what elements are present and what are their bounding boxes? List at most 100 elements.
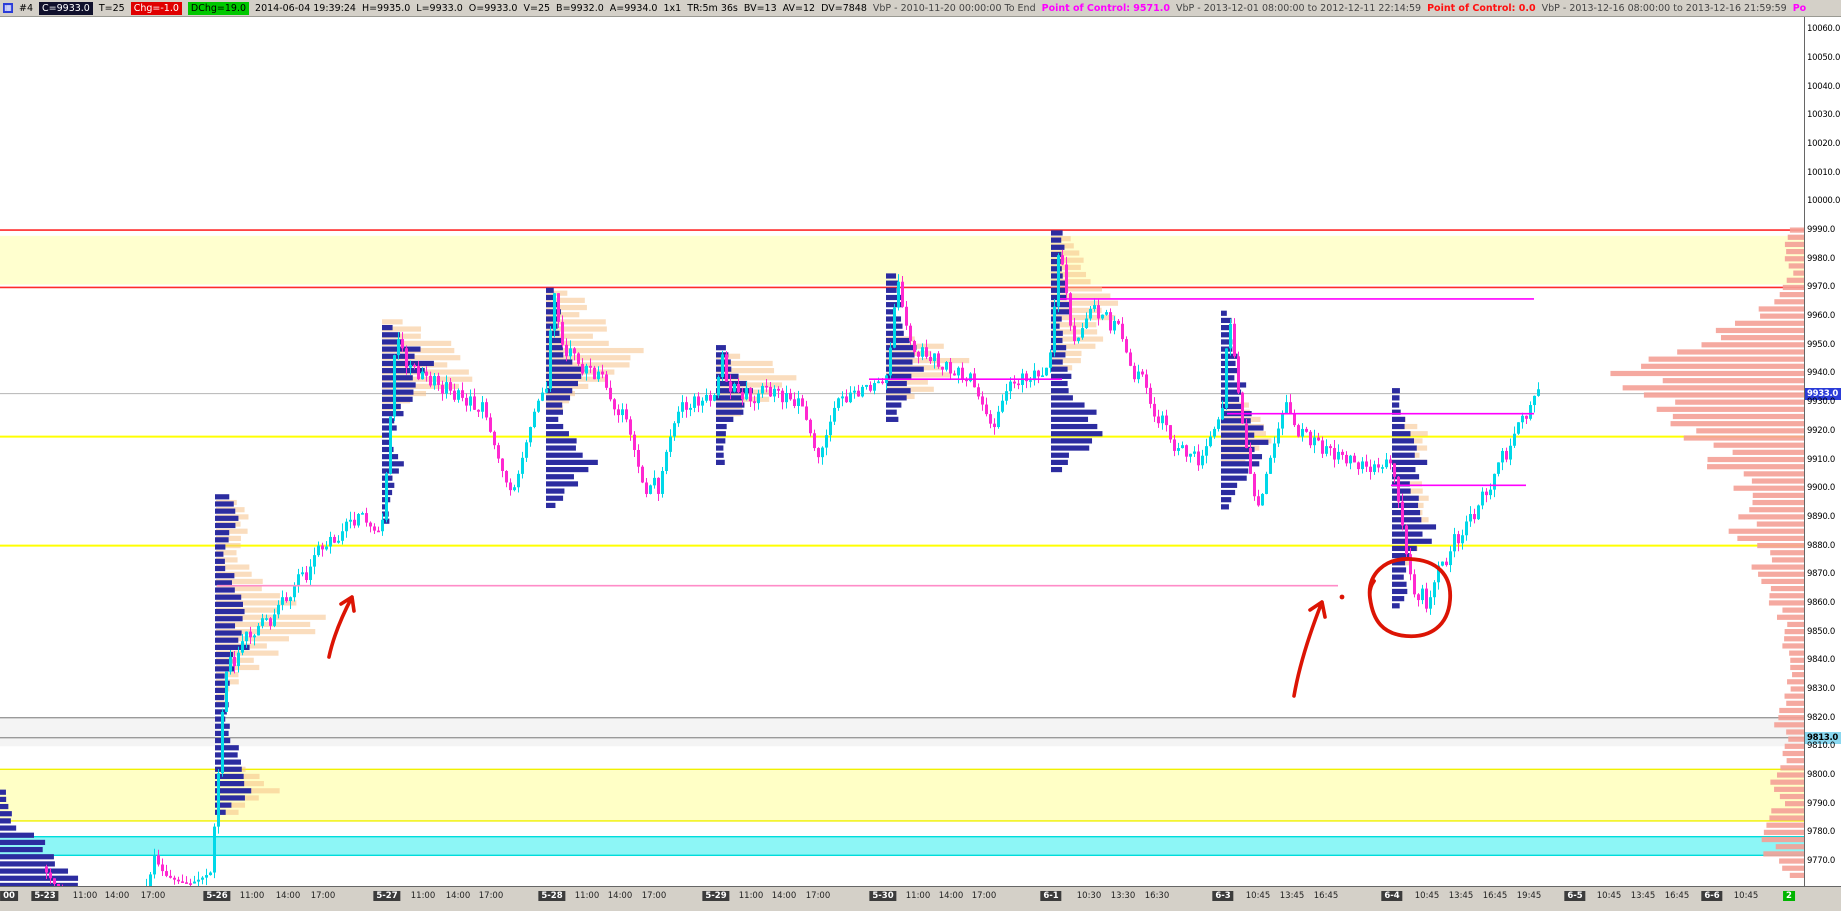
time-axis-date-label: 5-27 bbox=[373, 891, 401, 901]
price-tick: 9910.0 bbox=[1807, 454, 1835, 465]
price-tick: 9800.0 bbox=[1807, 770, 1835, 780]
status-field: O=9933.0 bbox=[468, 2, 518, 14]
status-field: TR:5m 36s bbox=[687, 2, 738, 14]
hand-arrow-right bbox=[1292, 600, 1327, 698]
last-price-badge: 9933.0 bbox=[1805, 387, 1841, 400]
price-tick: 9820.0 bbox=[1807, 712, 1835, 723]
time-axis-time-label: 11:00 bbox=[72, 891, 98, 901]
time-axis-date-label: 5-30 bbox=[869, 891, 897, 901]
price-tick: 9890.0 bbox=[1807, 511, 1835, 522]
price-tick: 10020.0 bbox=[1807, 139, 1841, 150]
price-tick: 10010.0 bbox=[1807, 167, 1841, 178]
price-tick: 9990.0 bbox=[1807, 225, 1835, 236]
status-field: V=25 bbox=[523, 2, 551, 14]
time-axis-date-label: 6-1 bbox=[1040, 891, 1062, 901]
price-tick: 9860.0 bbox=[1807, 597, 1835, 608]
price-tick: 10060.0 bbox=[1807, 24, 1841, 35]
time-axis-time-label: 11:00 bbox=[905, 891, 931, 901]
chart-canvas[interactable] bbox=[0, 17, 1804, 886]
time-axis-date-label: 5-26 bbox=[203, 891, 231, 901]
time-axis-time-label: 10:45 bbox=[1733, 891, 1759, 901]
price-tick: 9770.0 bbox=[1807, 856, 1835, 867]
status-field: BV=13 bbox=[743, 2, 777, 14]
status-field: B=9932.0 bbox=[556, 2, 604, 14]
price-tick: 9900.0 bbox=[1807, 483, 1835, 494]
price-tick: 9830.0 bbox=[1807, 683, 1835, 694]
chart-pane[interactable] bbox=[0, 17, 1804, 886]
status-field: H=9935.0 bbox=[361, 2, 411, 14]
price-tick: 9790.0 bbox=[1807, 798, 1835, 809]
time-axis-time-label: 10:45 bbox=[1245, 891, 1271, 901]
status-field: Chg=-1.0 bbox=[130, 1, 182, 15]
time-axis-time-label: 10:45 bbox=[1414, 891, 1440, 901]
status-field: Po bbox=[1792, 2, 1807, 14]
status-toolbar: ▦ #4 C=9933.0 T=25 Chg=-1.0 DChg=19.0 2014-06… bbox=[0, 0, 1841, 17]
time-axis-time-label: 16:45 bbox=[1664, 891, 1690, 901]
time-axis-date-label: 6-6 bbox=[1701, 891, 1723, 901]
status-field: Point of Control: 9571.0 bbox=[1041, 2, 1170, 14]
time-axis-date-label: 00 bbox=[0, 891, 18, 901]
status-field: 1x1 bbox=[663, 2, 682, 14]
price-tick: 10040.0 bbox=[1807, 81, 1841, 92]
hand-arrow-left bbox=[327, 595, 356, 659]
time-axis-time-label: 11:00 bbox=[574, 891, 600, 901]
time-axis-date-label: 5-23 bbox=[31, 891, 59, 901]
status-field: DV=7848 bbox=[821, 2, 867, 14]
time-axis-time-label: 13:30 bbox=[1110, 891, 1136, 901]
price-tick: 10000.0 bbox=[1807, 196, 1841, 207]
level-price-badge: 9813.0 bbox=[1805, 731, 1841, 744]
time-axis-time-label: 14:00 bbox=[938, 891, 964, 901]
price-tick: 9880.0 bbox=[1807, 540, 1835, 551]
time-axis-time-label: 13:45 bbox=[1279, 891, 1305, 901]
price-tick: 9970.0 bbox=[1807, 282, 1835, 293]
price-tick: 9940.0 bbox=[1807, 368, 1835, 379]
time-axis-time-label: 11:00 bbox=[410, 891, 436, 901]
time-axis-time-label: 14:00 bbox=[607, 891, 633, 901]
time-axis-time-label: 11:00 bbox=[738, 891, 764, 901]
time-axis-time-label: 16:30 bbox=[1144, 891, 1170, 901]
time-axis-time-label: 14:00 bbox=[275, 891, 301, 901]
price-tick: 9840.0 bbox=[1807, 655, 1835, 666]
chart-type-icon: ▦ bbox=[3, 3, 13, 13]
status-field: VbP - 2013-12-01 08:00:00 to 2012-12-11 … bbox=[1175, 2, 1422, 14]
time-axis-time-label: 16:45 bbox=[1482, 891, 1508, 901]
time-axis-time-label: 14:00 bbox=[445, 891, 471, 901]
price-tick: 9920.0 bbox=[1807, 425, 1835, 436]
time-axis-date-label: 6-3 bbox=[1212, 891, 1234, 901]
time-axis-date-label: 6-5 bbox=[1564, 891, 1586, 901]
time-axis-time-label: 17:00 bbox=[971, 891, 997, 901]
time-axis-time-label: 17:00 bbox=[310, 891, 336, 901]
price-tick: 10050.0 bbox=[1807, 53, 1841, 63]
price-tick: 9960.0 bbox=[1807, 311, 1835, 322]
status-field: DChg=19.0 bbox=[187, 1, 250, 15]
time-axis-date-label: 5-28 bbox=[538, 891, 566, 901]
time-axis-time-label: 13:45 bbox=[1630, 891, 1656, 901]
status-field: A=9934.0 bbox=[609, 2, 658, 14]
status-field: 2014-06-04 19:39:24 bbox=[255, 2, 356, 14]
status-field: VbP - 2010-11-20 00:00:00 To End bbox=[872, 2, 1036, 14]
time-axis-time-label: 16:45 bbox=[1313, 891, 1339, 901]
time-axis-time-label: 11:00 bbox=[239, 891, 265, 901]
hand-circle bbox=[1367, 557, 1452, 639]
time-axis-time-label: 17:00 bbox=[140, 891, 166, 901]
price-tick: 9810.0 bbox=[1807, 741, 1835, 752]
price-tick: 9780.0 bbox=[1807, 827, 1835, 838]
time-axis[interactable]: 00 5-23 11:00 14:00 17:00 5-26 11:00 14:00 17:00… bbox=[0, 886, 1841, 911]
status-field: T=25 bbox=[98, 2, 125, 14]
price-axis[interactable]: 9933.0 9813.0 10060.0 10050.0 10040.0 10030… bbox=[1804, 17, 1841, 886]
hand-dot bbox=[1339, 594, 1345, 600]
time-axis-time-label: 17:00 bbox=[805, 891, 831, 901]
status-field: L=9933.0 bbox=[416, 2, 463, 14]
status-field: #4 bbox=[19, 2, 34, 14]
price-tick: 9850.0 bbox=[1807, 626, 1835, 637]
price-tick: 9870.0 bbox=[1807, 569, 1835, 580]
time-axis-time-label: 10:45 bbox=[1596, 891, 1622, 901]
status-field: AV=12 bbox=[782, 2, 816, 14]
time-axis-date-label: 6-4 bbox=[1381, 891, 1403, 901]
time-axis-time-label: 14:00 bbox=[104, 891, 130, 901]
time-axis-date-label: 5-29 bbox=[702, 891, 730, 901]
time-axis-time-label: 19:45 bbox=[1516, 891, 1542, 901]
time-axis-time-label: 14:00 bbox=[771, 891, 797, 901]
price-tick: 9930.0 bbox=[1807, 397, 1835, 408]
